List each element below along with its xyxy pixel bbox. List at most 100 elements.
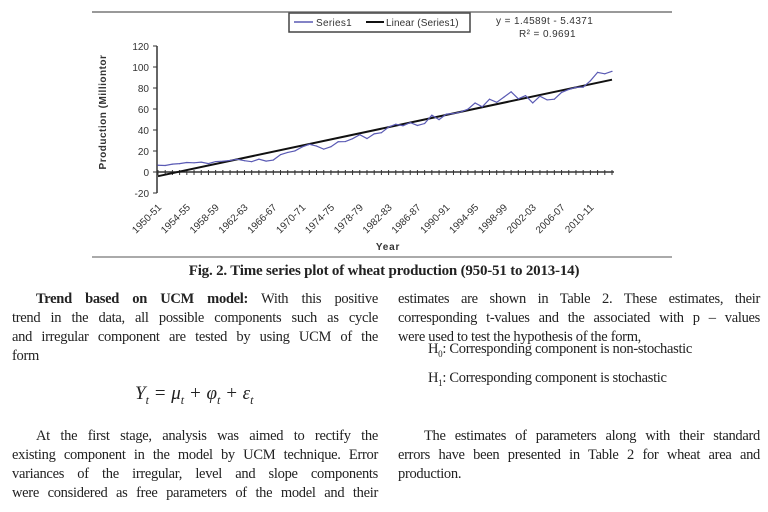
series1-point [481, 106, 483, 108]
series1-line [157, 70, 613, 167]
series1-point [243, 160, 246, 162]
series1-point [351, 138, 354, 140]
y-tick-label: 0 [143, 168, 149, 179]
left-p2-line-2: existing component in the model by UCM t… [12, 447, 378, 463]
series1-point [582, 86, 584, 88]
x-tick-label: 1954-55 [159, 202, 193, 236]
series1-point [474, 102, 476, 104]
hypothesis-h0: H0: Corresponding component is non-stoch… [428, 341, 693, 359]
series1-point [431, 114, 433, 116]
series1-point [272, 159, 274, 161]
series1-point [496, 101, 498, 103]
figure-caption: Fig. 2. Time series plot of wheat produc… [188, 263, 580, 279]
series1-point [337, 141, 339, 143]
series1-point [604, 73, 606, 75]
y-tick-label: 40 [138, 126, 150, 137]
trend-equation: y = 1.4589t - 5.4371 [496, 16, 593, 27]
x-axis-title: Year [376, 242, 400, 253]
left-p1-line-3: and irregular component are tested by us… [12, 329, 378, 345]
right-p1-line-3: were used to test the hypothesis of the … [398, 329, 642, 345]
left-p1-line-1: Trend based on UCM model: With this posi… [12, 290, 378, 309]
y-tick-label: -20 [135, 189, 150, 200]
right-p2-line-1: The estimates of parameters along with t… [424, 428, 760, 444]
series1-point [546, 99, 548, 101]
series1-point [409, 121, 411, 124]
y-tick-label: 60 [138, 105, 150, 116]
series1-point [424, 122, 426, 125]
hypothesis-h1: H1: Corresponding component is stochasti… [428, 370, 667, 388]
series1-point [373, 133, 375, 135]
x-tick-label: 1982-83 [361, 202, 395, 236]
series1-point [171, 163, 174, 165]
right-p1-line-1: estimates are shown in Table 2. These es… [398, 291, 760, 307]
series1-point [287, 151, 289, 154]
series1-point [539, 95, 541, 97]
series1-point [164, 164, 166, 167]
x-tick-label: 1998-99 [476, 202, 510, 236]
series1-point [222, 160, 224, 162]
x-tick-label: 2010-11 [563, 202, 597, 236]
section-heading: Trend based on UCM model: [36, 291, 249, 307]
r-squared: R² = 0.9691 [519, 29, 576, 40]
series1-point [488, 98, 491, 100]
series1-point [560, 91, 563, 93]
series1-point [279, 154, 282, 156]
x-tick-label: 1970-71 [275, 202, 309, 236]
series1-point [517, 98, 519, 100]
x-tick-label: 1978-79 [332, 202, 366, 236]
x-tick-label: 1958-59 [188, 202, 222, 236]
y-tick-label: 120 [132, 42, 149, 53]
series1-point [416, 124, 419, 127]
trend-line [157, 78, 613, 178]
series1-point [265, 160, 267, 162]
y-tick-label: 100 [132, 63, 149, 74]
legend-series1-label: Series1 [316, 18, 352, 29]
series1-point [568, 88, 570, 91]
y-tick-label: 20 [138, 147, 150, 158]
x-tick-label: 1994-95 [447, 202, 481, 236]
legend-trend-label: Linear (Series1) [386, 18, 459, 29]
series1-point [460, 111, 462, 113]
series1-point [366, 137, 368, 140]
series1-point [402, 125, 404, 127]
right-p2-line-3: production. [398, 466, 462, 482]
y-tick-label: 80 [138, 84, 150, 95]
series1-point [589, 80, 591, 82]
series1-point [438, 119, 440, 121]
x-tick-label: 1962-63 [217, 202, 251, 236]
left-p2-line-1: At the first stage, analysis was aimed t… [36, 428, 378, 444]
series1-point [215, 160, 217, 163]
series1-point [186, 161, 188, 164]
series1-point [294, 150, 296, 152]
left-p2-line-4: were considered as free parameters of th… [12, 485, 378, 501]
series1-point [193, 162, 195, 164]
series1-point [315, 145, 318, 147]
left-p2-line-3: variances of the irregular, level and sl… [12, 466, 378, 482]
wheat-production-chart: Series1 Linear (Series1) y = 1.4589t - 5… [92, 11, 672, 258]
series1-point [380, 132, 382, 134]
series1-point [308, 143, 310, 145]
x-tick-label: 2006-07 [534, 202, 568, 236]
series1-point [575, 86, 577, 88]
right-p2-line-2: errors have been presented in Table 2 fo… [398, 447, 760, 463]
right-p1-line-2: corresponding t-values and the associate… [398, 310, 760, 326]
series1-point [323, 148, 325, 150]
x-tick-label: 1950-51 [130, 202, 164, 236]
x-tick-label: 1990-91 [419, 202, 453, 236]
series1-point [330, 146, 332, 148]
series1-point [388, 126, 390, 128]
series1-point [200, 161, 202, 163]
x-tick-label: 1986-87 [390, 202, 424, 236]
series1-point [596, 71, 599, 73]
series1-point [452, 112, 455, 115]
legend: Series1 Linear (Series1) [288, 12, 471, 33]
series1-point [359, 134, 361, 136]
ucm-formula: Yt = μt + φt + εt [135, 383, 254, 407]
series1-point [611, 70, 613, 72]
left-p1-line-4: form [12, 348, 39, 364]
y-axis-title: Production (Milliontor [98, 55, 109, 170]
left-p1-line-2: trend in the data, all possible componen… [12, 310, 378, 326]
series1-point [510, 91, 512, 93]
series1-point [157, 164, 159, 166]
series1-point [524, 94, 527, 97]
